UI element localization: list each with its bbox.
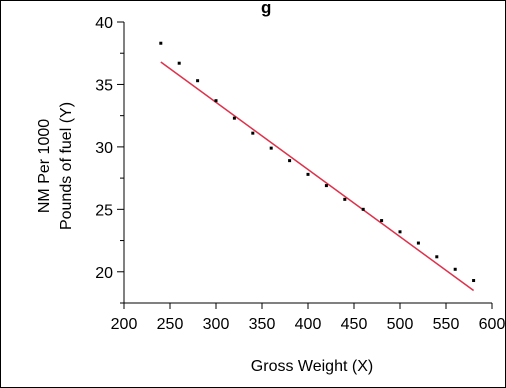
x-tick-label: 500	[387, 316, 414, 333]
y-tick-label: 25	[95, 202, 113, 219]
data-point	[416, 241, 420, 245]
data-point	[343, 197, 347, 201]
fit-line	[160, 61, 475, 292]
data-point	[232, 116, 236, 120]
data-point	[214, 99, 218, 103]
y-axis-title-line1: NM Per 1000	[36, 119, 53, 213]
data-point	[453, 267, 457, 271]
y-tick-label: 40	[95, 15, 113, 32]
data-point	[435, 255, 439, 259]
data-point	[196, 79, 200, 83]
x-axis-title: Gross Weight (X)	[251, 358, 373, 375]
data-point	[251, 131, 255, 135]
chart-title: g	[261, 1, 271, 17]
x-tick-label: 200	[111, 316, 138, 333]
data-point	[398, 230, 402, 234]
regression-line	[160, 61, 475, 292]
x-tick-label: 600	[479, 316, 505, 333]
data-point	[472, 279, 476, 283]
y-tick-label: 20	[95, 265, 113, 282]
ticks: 200 250 300 350 400 450 500 550 600 20 25 30 35 40	[95, 15, 505, 333]
x-tick-label: 550	[433, 316, 460, 333]
y-axis-title-line2: Pounds of fuel (Y)	[58, 102, 75, 230]
data-points	[159, 41, 476, 283]
data-point	[380, 219, 384, 223]
data-point	[269, 146, 273, 150]
data-point	[361, 207, 365, 211]
data-point	[177, 61, 181, 65]
x-tick-label: 400	[295, 316, 322, 333]
data-point	[288, 159, 292, 163]
y-tick-label: 35	[95, 77, 113, 94]
x-tick-label: 300	[203, 316, 230, 333]
x-tick-label: 250	[157, 316, 184, 333]
x-tick-label: 450	[341, 316, 368, 333]
data-point	[306, 172, 310, 176]
data-point	[159, 41, 163, 45]
y-tick-label: 30	[95, 140, 113, 157]
x-tick-label: 350	[249, 316, 276, 333]
data-point	[324, 184, 328, 188]
